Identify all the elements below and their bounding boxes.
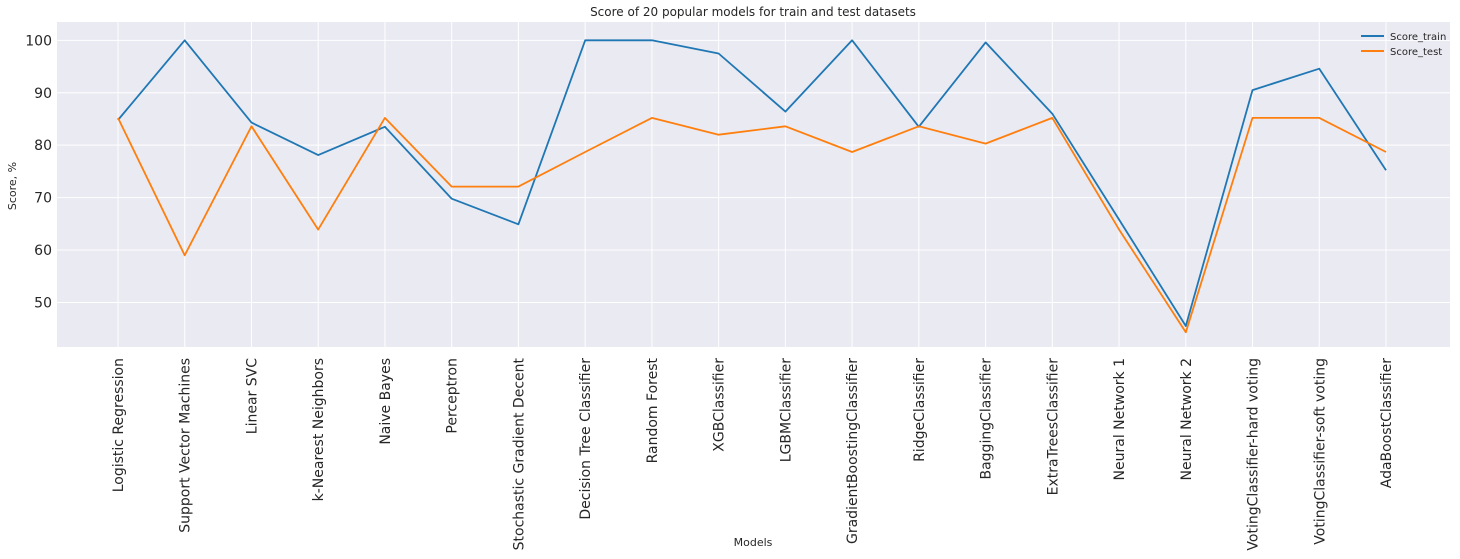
- x-tick-label: Support Vector Machines: [178, 358, 194, 533]
- x-tick-label: Neural Network 2: [1179, 358, 1195, 480]
- x-tick-label: RidgeClassifier: [912, 358, 928, 462]
- x-tick-label: Stochastic Gradient Decent: [511, 358, 527, 551]
- x-tick-label: XGBClassifier: [712, 358, 728, 452]
- x-axis-title: Models: [734, 536, 773, 549]
- x-tick-label: ExtraTreesClassifier: [1045, 358, 1061, 496]
- y-tick-label: 50: [34, 295, 52, 311]
- series-lines: [117, 39, 1387, 334]
- x-tick-label: BaggingClassifier: [979, 358, 995, 480]
- y-tick-label: 60: [34, 243, 52, 259]
- y-tick-label: 70: [34, 191, 52, 207]
- legend-label-score-test: Score_test: [1390, 47, 1442, 58]
- legend: Score_train Score_test: [1361, 32, 1446, 58]
- y-tick-label: 100: [25, 33, 52, 49]
- x-tick-label: Perceptron: [445, 358, 461, 434]
- y-tick-labels: 50 60 70 80 90 100: [25, 33, 52, 311]
- x-tick-label: Decision Tree Classifier: [578, 358, 594, 520]
- y-tick-label: 90: [34, 86, 52, 102]
- x-tick-label: AdaBoostClassifier: [1379, 358, 1395, 488]
- x-tick-label: k-Nearest Neighbors: [311, 358, 327, 501]
- x-tick-label: LGBMClassifier: [778, 358, 794, 462]
- x-tick-label: Logistic Regression: [111, 358, 127, 492]
- x-tick-labels: Logistic Regression Support Vector Machin…: [111, 358, 1395, 551]
- x-tick-label: VotingClassifier-soft voting: [1312, 358, 1328, 545]
- x-tick-label: Neural Network 1: [1112, 358, 1128, 480]
- x-tick-label: Random Forest: [645, 358, 661, 464]
- y-tick-label: 80: [34, 138, 52, 154]
- y-axis-title: Score, %: [6, 162, 19, 210]
- x-tick-label: Naive Bayes: [378, 358, 394, 445]
- series-line-score-train: [117, 39, 1387, 327]
- series-line-score-test: [117, 117, 1387, 334]
- legend-label-score-train: Score_train: [1390, 32, 1446, 43]
- plot-area: [57, 22, 1450, 347]
- x-tick-label: Linear SVC: [244, 358, 260, 434]
- grid-lines: [57, 22, 1450, 347]
- x-tick-label: GradientBoostingClassifier: [845, 358, 861, 544]
- chart-title: Score of 20 popular models for train and…: [590, 5, 916, 19]
- x-tick-label: VotingClassifier-hard voting: [1246, 358, 1262, 551]
